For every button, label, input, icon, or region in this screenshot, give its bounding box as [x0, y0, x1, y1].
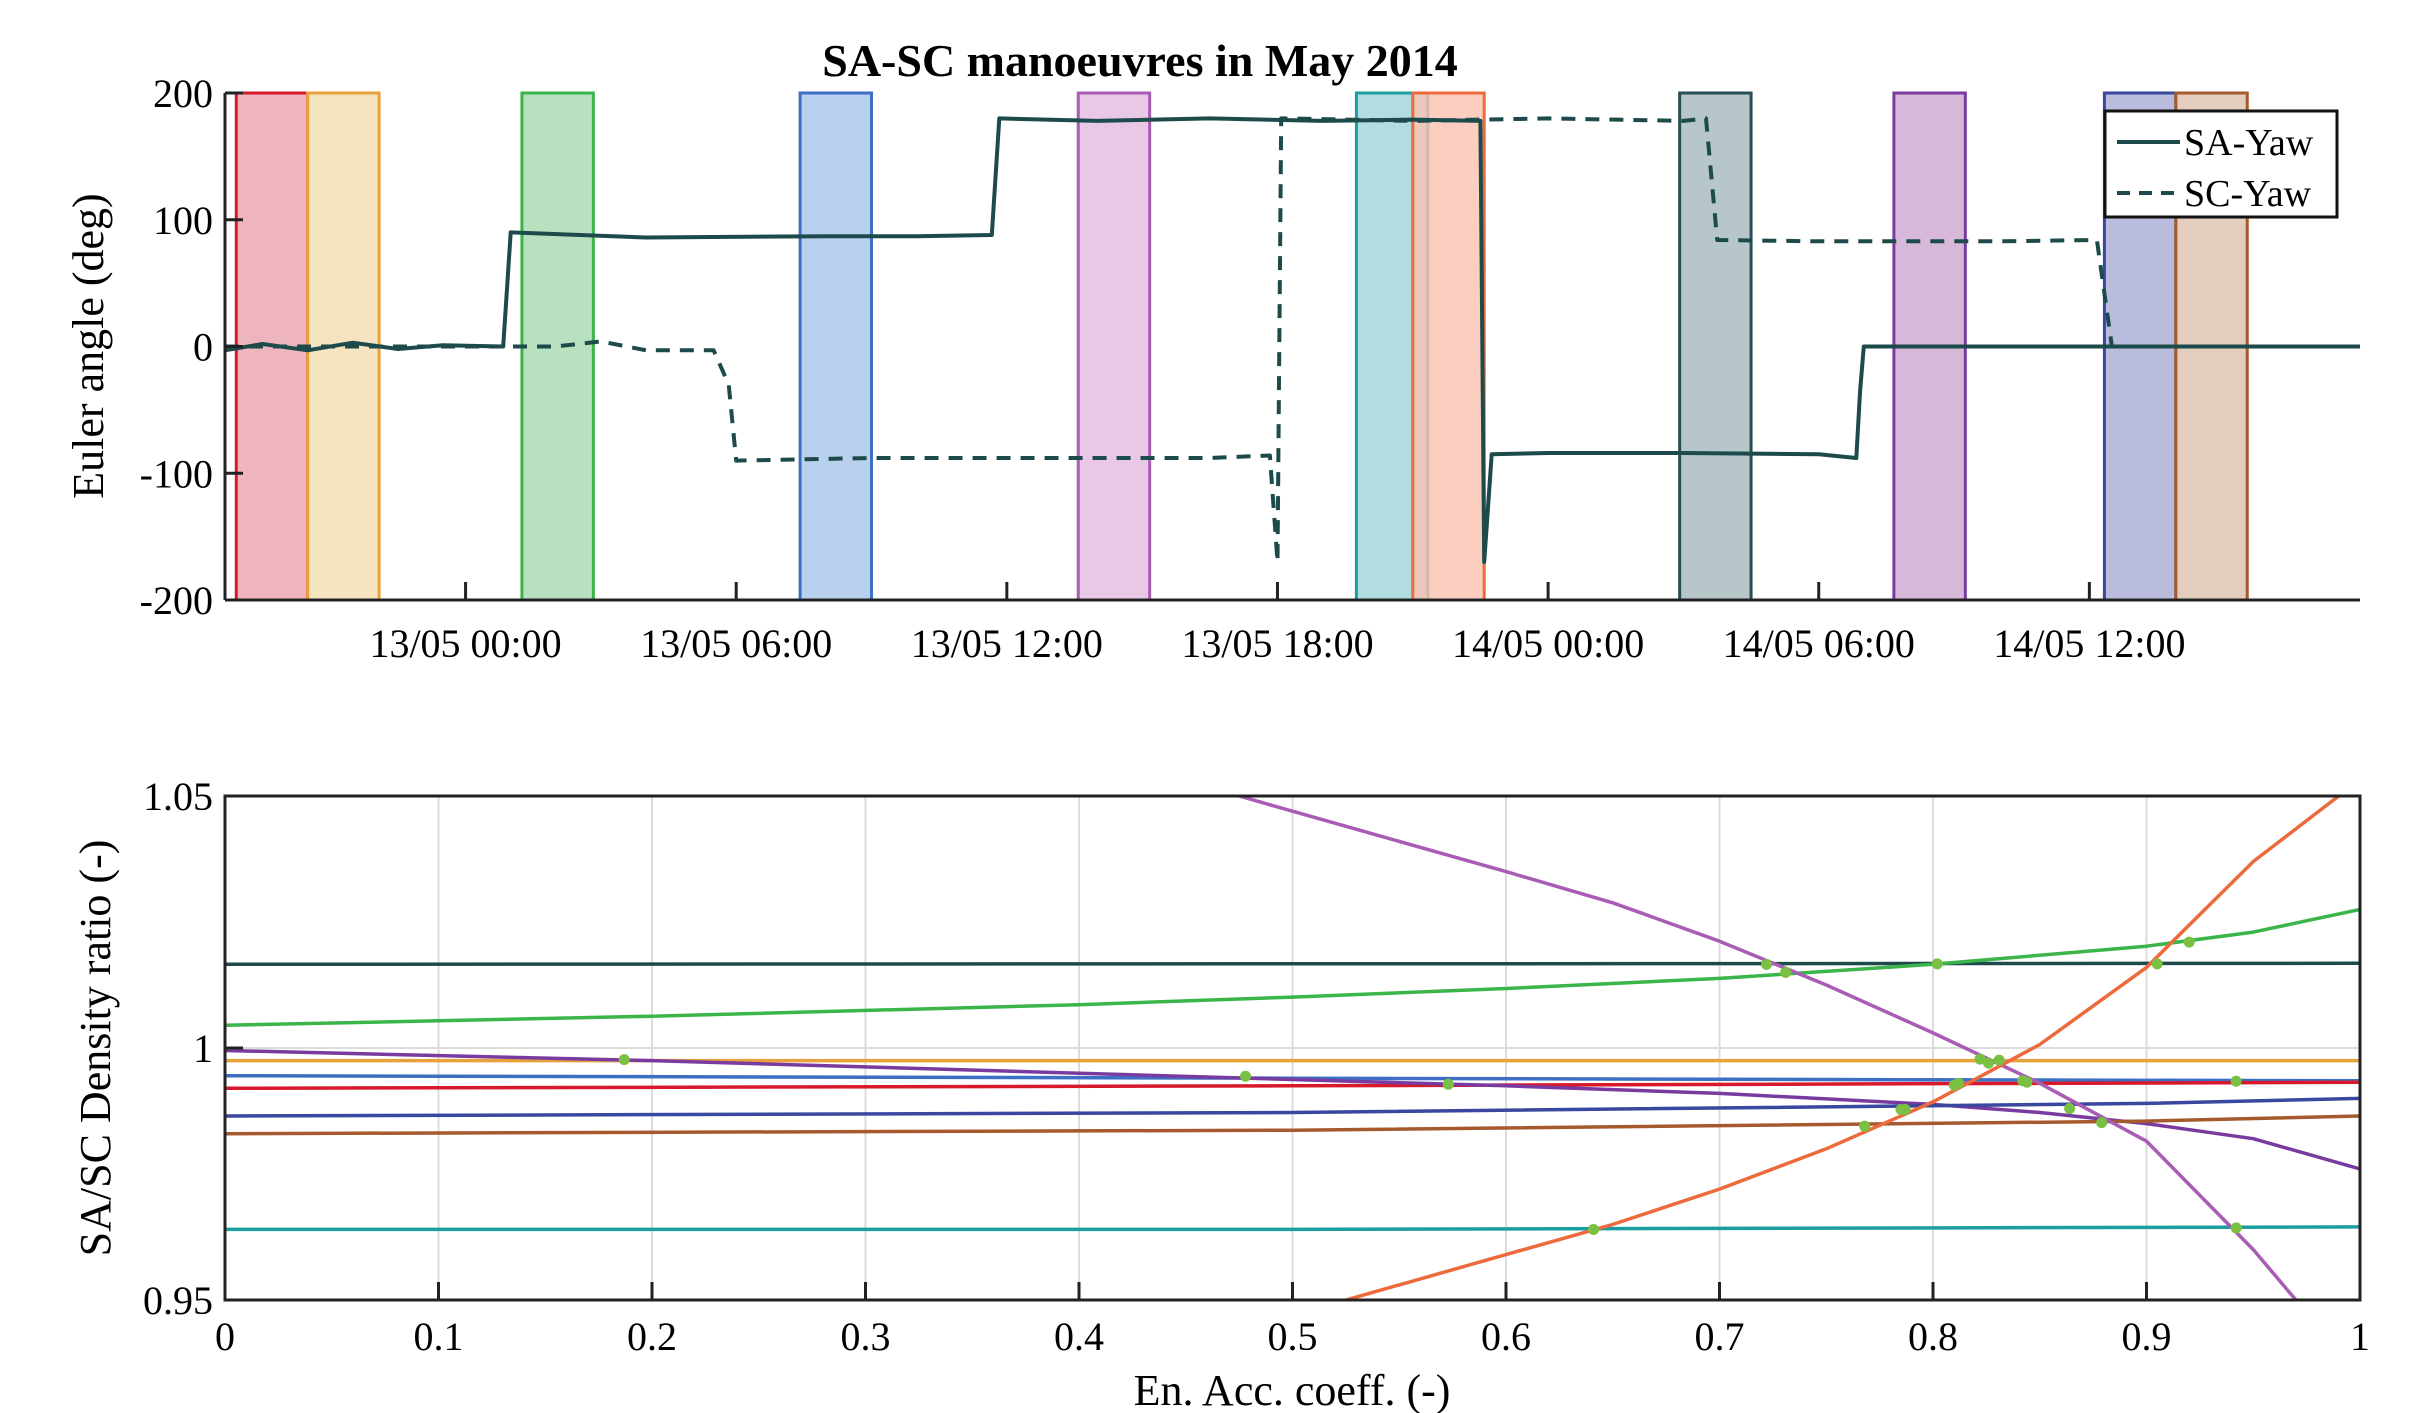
series-sa-yaw: [224, 116, 2360, 564]
density-series-line-1: [225, 961, 2360, 967]
yaw-y-tick-label: 0: [193, 325, 213, 370]
density-x-tick-label: 0: [215, 1314, 235, 1359]
density-x-tick-label: 0.6: [1481, 1314, 1531, 1359]
yaw-x-tick-label: 13/05 00:00: [369, 621, 561, 666]
intersection-point: [2230, 1075, 2242, 1087]
density-y-axis-label: SA/SC Density ratio (-): [71, 840, 120, 1257]
intersection-point: [1983, 1057, 1995, 1069]
manoeuvre-window-8: [1678, 91, 1753, 602]
manoeuvre-window-4: [798, 91, 874, 602]
density-y-tick-label: 1: [193, 1026, 213, 1071]
legend-sa-yaw-label: SA-Yaw: [2184, 122, 2314, 164]
yaw-x-tick-label: 13/05 06:00: [640, 621, 832, 666]
legend: SA-Yaw SC-Yaw: [2103, 109, 2339, 219]
density-chart: 0 0.1 0.2 0.3 0.4 0.5 0.6 0.7 0.8 0.9 1 0.9511.05 …: [71, 774, 2370, 1413]
density-x-tick-label: 0.3: [841, 1314, 891, 1359]
intersection-point: [2021, 1076, 2033, 1088]
series-sc-yaw: [225, 116, 2360, 564]
manoeuvre-window-5: [1076, 91, 1152, 602]
yaw-chart: 13/05 00:00 13/05 06:00 13/05 12:00 13/05 1…: [64, 35, 2360, 666]
yaw-x-tick-label: 14/05 06:00: [1723, 621, 1915, 666]
intersection-point: [1760, 958, 1772, 970]
density-series: [225, 796, 2360, 1300]
yaw-y-tick-label: -200: [140, 578, 213, 623]
intersection-point: [1899, 1103, 1911, 1115]
density-grid: [225, 796, 2360, 1300]
yaw-x-tick-label: 13/05 18:00: [1181, 621, 1373, 666]
yaw-series: [224, 116, 2360, 564]
density-x-tick-label: 0.8: [1908, 1314, 1958, 1359]
yaw-y-tick-label: -100: [140, 451, 213, 496]
density-y-tick-label: 0.95: [143, 1278, 213, 1323]
density-x-tick-label: 0.9: [2122, 1314, 2172, 1359]
density-series-line-2: [225, 907, 2360, 1028]
yaw-x-ticks: 13/05 00:00 13/05 06:00 13/05 12:00 13/05 1…: [369, 582, 2185, 666]
intersection-point: [1859, 1120, 1871, 1132]
density-x-axis-label: En. Acc. coeff. (-): [1134, 1366, 1451, 1413]
intersection-point: [1931, 958, 1943, 970]
intersection-point: [1974, 1053, 1986, 1065]
intersection-point: [1442, 1078, 1454, 1090]
legend-box: [2103, 109, 2339, 219]
intersection-point: [1993, 1054, 2005, 1066]
density-y-tick-label: 1.05: [143, 774, 213, 819]
density-series-line-11: [1345, 796, 2340, 1300]
yaw-y-axis-label: Euler angle (deg): [64, 193, 113, 498]
yaw-x-tick-label: 13/05 12:00: [911, 621, 1103, 666]
yaw-x-tick-label: 14/05 12:00: [1993, 621, 2185, 666]
density-series-line-10: [1238, 796, 2298, 1300]
legend-sc-yaw-label: SC-Yaw: [2184, 173, 2312, 215]
density-series-line-5: [225, 1080, 2360, 1091]
intersection-point: [1240, 1070, 1252, 1082]
density-x-tick-label: 0.5: [1268, 1314, 1318, 1359]
intersection-point: [2151, 958, 2163, 970]
intersection-point: [1588, 1223, 1600, 1235]
intersection-point: [2064, 1102, 2076, 1114]
yaw-x-tick-label: 14/05 00:00: [1452, 621, 1644, 666]
density-series-line-8: [225, 1114, 2360, 1136]
density-y-ticks: 0.95 1 1.05: [143, 774, 243, 1323]
intersection-point: [2230, 1222, 2242, 1234]
density-x-ticks: 0 0.1 0.2 0.3 0.4 0.5 0.6 0.7 0.8 0.9 1: [215, 1282, 2370, 1359]
intersection-point: [2183, 936, 2195, 948]
density-x-tick-label: 0.7: [1695, 1314, 1745, 1359]
density-x-tick-label: 0.2: [627, 1314, 677, 1359]
density-series-line-9: [225, 1225, 2360, 1232]
density-x-tick-label: 0.4: [1054, 1314, 1104, 1359]
intersection-point: [1780, 966, 1792, 978]
density-series-line-6: [225, 1048, 2360, 1171]
chart-title: SA-SC manoeuvres in May 2014: [822, 35, 1458, 86]
density-x-tick-label: 0.1: [414, 1314, 464, 1359]
intersection-point: [2096, 1117, 2108, 1129]
intersection-point: [1953, 1077, 1965, 1089]
manoeuvre-window-3: [520, 91, 595, 602]
density-x-tick-label: 1: [2350, 1314, 2370, 1359]
manoeuvre-window-7: [1411, 91, 1486, 602]
yaw-y-ticks: -200 -100 0 100 200: [140, 71, 243, 623]
yaw-y-tick-label: 200: [153, 71, 213, 116]
yaw-y-tick-label: 100: [153, 198, 213, 243]
density-series-line-7: [225, 1096, 2360, 1118]
intersection-points: [618, 936, 2242, 1235]
intersection-point: [618, 1054, 630, 1066]
